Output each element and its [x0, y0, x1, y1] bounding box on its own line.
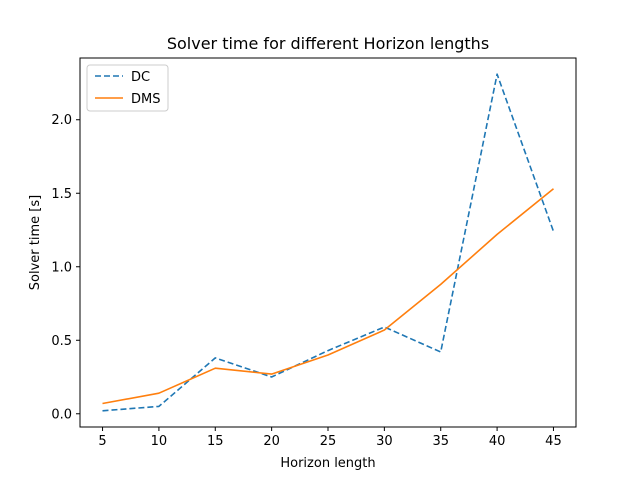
chart-title: Solver time for different Horizon length… — [167, 34, 489, 53]
x-tick-label: 25 — [320, 434, 337, 449]
y-axis-label: Solver time [s] — [28, 195, 43, 290]
y-axis: 0.0 0.5 1.0 1.5 2.0 — [51, 113, 80, 422]
series-line-dms — [102, 188, 555, 405]
x-axis-label: Horizon length — [280, 456, 375, 471]
x-tick-label: 5 — [98, 434, 106, 449]
x-tick-label: 35 — [432, 434, 449, 449]
series-layer — [102, 73, 555, 412]
x-tick-label: 15 — [207, 434, 224, 449]
x-axis: 5 10 15 20 25 30 35 40 45 — [98, 427, 562, 449]
x-tick-label: 45 — [545, 434, 562, 449]
y-tick-label: 2.0 — [51, 113, 72, 128]
legend-label-dms: DMS — [131, 92, 160, 107]
y-tick-label: 0.5 — [51, 334, 72, 349]
y-tick-label: 1.0 — [51, 260, 72, 275]
series-line-dc — [102, 73, 555, 412]
y-tick-label: 1.5 — [51, 187, 72, 202]
y-tick-label: 0.0 — [51, 407, 72, 422]
legend-label-dc: DC — [131, 70, 150, 85]
legend: DC DMS — [86, 64, 169, 112]
x-tick-label: 20 — [263, 434, 280, 449]
x-tick-label: 10 — [151, 434, 168, 449]
x-tick-label: 40 — [489, 434, 506, 449]
x-tick-label: 30 — [376, 434, 393, 449]
